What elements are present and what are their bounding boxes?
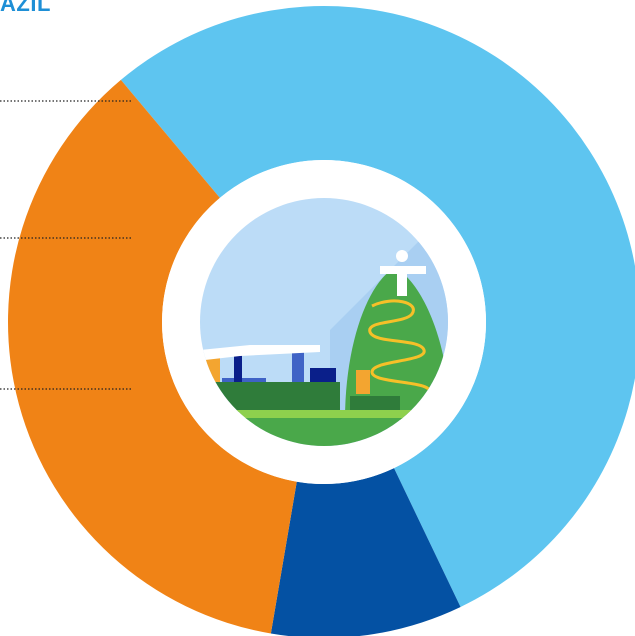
donut-slice-1 <box>120 5 635 607</box>
donut-slice-3 <box>8 79 297 634</box>
leader-lines <box>0 100 133 390</box>
donut-slice-2 <box>270 468 461 636</box>
page-title-fragment: AZIL <box>0 0 51 16</box>
